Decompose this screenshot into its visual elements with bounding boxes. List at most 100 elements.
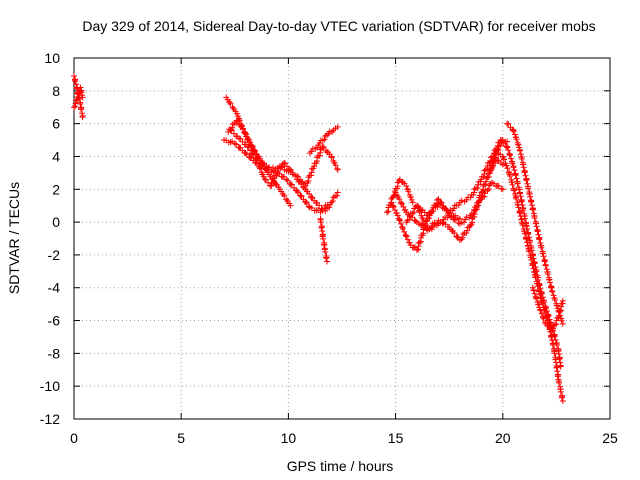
data-point-trail — [553, 302, 560, 309]
x-axis-label: GPS time / hours — [287, 458, 394, 474]
data-point-trail — [549, 342, 556, 349]
data-point — [384, 209, 391, 216]
data-point-trail — [471, 206, 478, 213]
data-point-trail — [416, 239, 423, 246]
data-point-trail — [540, 253, 547, 260]
data-point-trail — [260, 160, 267, 167]
data-point — [319, 143, 326, 150]
data-point-trail — [481, 193, 488, 200]
data-point-trail — [557, 388, 564, 395]
data-point-trail — [429, 208, 436, 215]
data-point-trail — [515, 204, 522, 211]
data-point-trail — [505, 147, 512, 154]
data-point-trail — [516, 209, 523, 216]
data-point-trail — [234, 118, 241, 125]
data-point-trail — [319, 228, 326, 235]
data-point-trail — [298, 193, 305, 200]
data-point-trail — [321, 241, 328, 248]
data-point-trail — [314, 144, 321, 151]
data-point-trail — [538, 310, 545, 317]
series-arc-9 — [293, 176, 341, 212]
data-point-trail — [458, 197, 465, 204]
data-point — [334, 166, 341, 173]
data-point-trail — [464, 227, 471, 234]
data-point-trail — [524, 239, 531, 246]
data-points — [71, 73, 566, 404]
data-point-trail — [247, 139, 254, 146]
y-tick-label: -10 — [40, 378, 60, 394]
data-point-trail — [535, 288, 542, 295]
data-point-trail — [316, 140, 323, 147]
data-point-trail — [333, 192, 340, 199]
data-point — [409, 199, 416, 206]
data-point-trail — [519, 161, 526, 168]
data-point-trail — [420, 217, 427, 224]
data-point — [489, 153, 496, 160]
series-arc-3 — [223, 94, 294, 209]
data-point-trail — [530, 265, 537, 272]
data-point-trail — [506, 152, 513, 159]
data-point-trail — [475, 181, 482, 188]
data-point-trail — [399, 224, 406, 231]
data-point-trail — [527, 193, 534, 200]
data-point — [499, 186, 506, 193]
x-tick-label: 15 — [388, 430, 404, 446]
data-point-trail — [549, 288, 556, 295]
data-point-trail — [538, 244, 545, 251]
data-point-trail — [434, 196, 441, 203]
data-point-trail — [476, 197, 483, 204]
data-point-trail — [302, 198, 309, 205]
data-point-trail — [520, 207, 527, 214]
data-point-trail — [450, 205, 457, 212]
data-point-trail — [540, 315, 547, 322]
data-point-trail — [543, 266, 550, 273]
data-point — [414, 202, 421, 209]
data-point-trail — [406, 213, 413, 220]
data-point-trail — [534, 228, 541, 235]
data-point-trail — [249, 150, 256, 157]
data-point — [251, 146, 258, 153]
data-point-trail — [428, 226, 435, 233]
data-point-trail — [504, 144, 511, 151]
data-point-trail — [537, 307, 544, 314]
data-point — [388, 199, 395, 206]
data-point — [559, 297, 566, 304]
data-point-trail — [463, 196, 470, 203]
y-tick-label: -4 — [48, 280, 61, 296]
data-point-trail — [500, 139, 507, 146]
data-point-trail — [526, 191, 533, 198]
data-point — [323, 258, 330, 265]
data-point — [71, 104, 77, 111]
data-point-trail — [517, 213, 524, 220]
data-point-trail — [452, 216, 459, 223]
data-point — [499, 161, 506, 168]
data-point-trail — [268, 179, 275, 186]
data-point-trail — [542, 309, 549, 316]
data-point — [293, 187, 300, 194]
data-point-trail — [402, 231, 409, 238]
data-point-trail — [323, 255, 330, 262]
data-point-trail — [514, 180, 521, 187]
data-point-trail — [439, 219, 446, 226]
data-point-trail — [412, 218, 419, 225]
data-point-trail — [329, 197, 336, 204]
data-point-trail — [460, 231, 467, 238]
y-tick-label: 0 — [52, 214, 60, 230]
series-arc-15 — [504, 120, 566, 327]
data-point-trail — [503, 162, 510, 169]
data-point-trail — [555, 350, 562, 357]
data-point-trail — [554, 373, 561, 380]
data-point-trail — [510, 164, 517, 171]
series-arc-8 — [306, 123, 341, 157]
series-arc-13 — [403, 179, 506, 234]
data-point-trail — [550, 322, 557, 329]
data-point-trail — [231, 106, 238, 113]
data-point-trail — [422, 222, 429, 229]
data-point — [274, 168, 281, 175]
data-point-trail — [510, 127, 517, 134]
data-point-trail — [541, 258, 548, 265]
axis-ticks — [73, 57, 611, 420]
data-point-trail — [451, 229, 458, 236]
data-point — [557, 363, 564, 370]
data-point-trail — [530, 287, 537, 294]
